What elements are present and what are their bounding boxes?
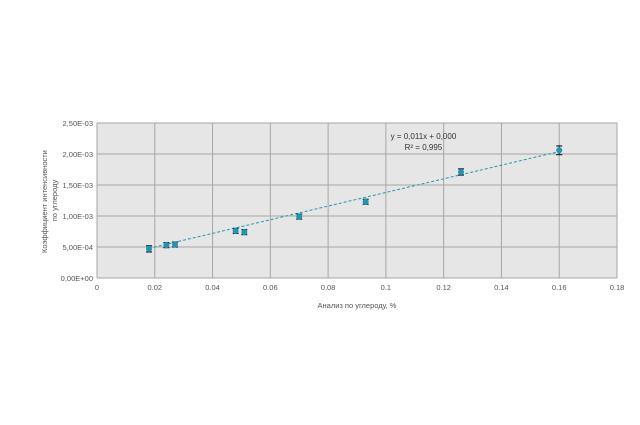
y-tick-label: 2,50E-03 xyxy=(63,119,93,128)
data-point xyxy=(172,241,178,248)
data-marker xyxy=(241,229,248,236)
y-axis-title: Коэффициент интенсивности по углероду xyxy=(40,148,59,253)
data-marker xyxy=(458,168,464,175)
data-point xyxy=(362,198,369,205)
data-point xyxy=(458,168,464,176)
data-point xyxy=(146,245,152,253)
data-point xyxy=(241,229,248,236)
data-marker xyxy=(146,245,152,252)
x-tick-label: 0.04 xyxy=(205,283,220,292)
x-axis-title: Анализ по углероду, % xyxy=(318,301,397,310)
x-tick-label: 0.1 xyxy=(381,283,391,292)
data-point xyxy=(232,227,239,234)
data-marker xyxy=(296,213,303,220)
y-axis-title-line-1: Коэффициент интенсивности xyxy=(40,150,49,253)
grid xyxy=(96,122,618,279)
data-marker xyxy=(163,242,170,249)
data-marker xyxy=(232,227,239,234)
y-axis-ticks: 0,00E+00 5,00E-04 1,00E-03 1,50E-03 2,00E-03… xyxy=(61,119,93,283)
y-tick-label: 1,50E-03 xyxy=(63,181,93,190)
plot-area xyxy=(97,123,617,278)
trendline-r-squared: R² = 0,995 xyxy=(405,143,443,152)
trendline-layer xyxy=(148,151,560,249)
x-tick-label: 0.02 xyxy=(147,283,162,292)
data-point xyxy=(296,213,303,220)
data-point xyxy=(163,242,170,249)
trendline xyxy=(148,151,560,249)
data-marker xyxy=(172,241,178,248)
data-point xyxy=(556,145,563,156)
x-tick-label: 0.06 xyxy=(263,283,278,292)
x-tick-label: 0.12 xyxy=(436,283,451,292)
x-tick-label: 0.08 xyxy=(321,283,336,292)
x-axis-ticks: 0 0.02 0.04 0.06 0.08 0.1 0.12 0.14 0.16 0.18 xyxy=(95,283,624,292)
x-tick-label: 0.18 xyxy=(610,283,625,292)
y-tick-label: 2,00E-03 xyxy=(63,150,93,159)
data-marker xyxy=(556,147,563,154)
data-marker xyxy=(362,198,369,205)
y-axis-title-line-2: по углероду xyxy=(50,180,59,222)
y-tick-label: 1,00E-03 xyxy=(63,212,93,221)
data-points xyxy=(146,145,563,253)
x-tick-label: 0.16 xyxy=(552,283,567,292)
x-tick-label: 0.14 xyxy=(494,283,509,292)
y-tick-label: 0,00E+00 xyxy=(61,274,93,283)
x-tick-label: 0 xyxy=(95,283,99,292)
trendline-equation: y = 0,011x + 0,000 xyxy=(391,132,457,141)
y-tick-label: 5,00E-04 xyxy=(63,243,93,252)
